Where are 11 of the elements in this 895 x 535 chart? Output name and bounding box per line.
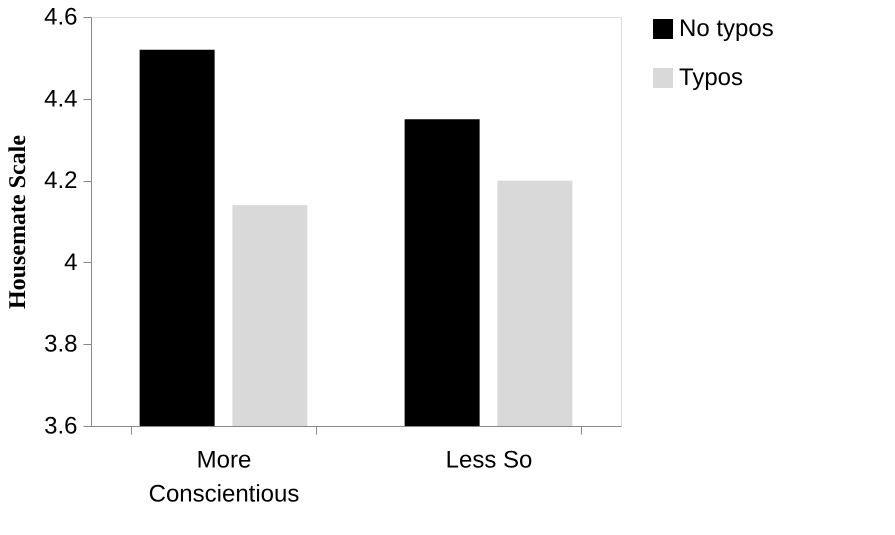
y-tick-label: 3.6 xyxy=(44,412,78,440)
y-tick-label: 4 xyxy=(64,248,78,276)
legend-label: No typos xyxy=(679,15,774,42)
y-tick-label: 4.6 xyxy=(44,4,78,30)
x-tick-label: More Conscientious xyxy=(148,446,300,508)
legend-label: Typos xyxy=(679,64,744,91)
x-tick-label: Less So xyxy=(446,446,532,474)
y-tick-label: 4.4 xyxy=(44,85,78,112)
y-tick-label: 3.8 xyxy=(44,330,78,358)
y-axis-title: Housemate Scale xyxy=(5,134,32,309)
y-tick-label: 4.2 xyxy=(44,167,78,194)
